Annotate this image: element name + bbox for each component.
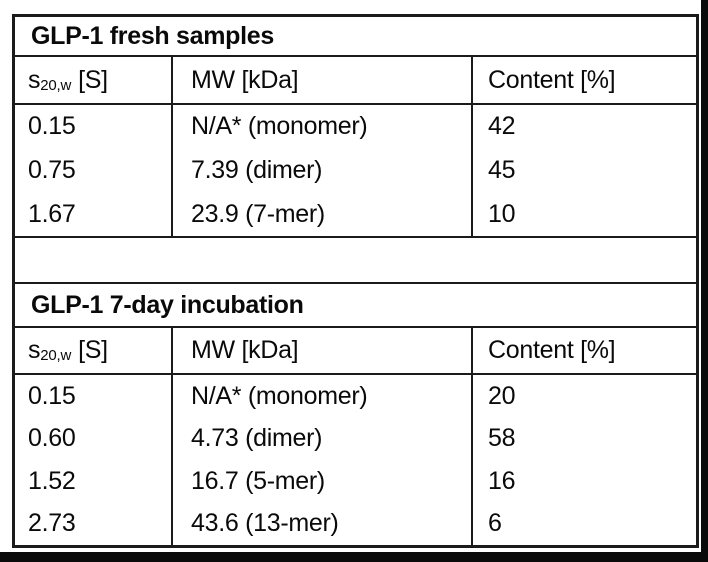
table-cell: 1.52 <box>15 460 173 503</box>
table-2-header-row: s 20,w [S] MW [kDa] Content [%] <box>15 328 696 375</box>
table-cell: 1.67 <box>15 192 173 236</box>
figure-crop-edge-right <box>701 0 708 562</box>
s20w-unit: [S] <box>78 336 108 364</box>
s20w-base: s <box>28 65 41 94</box>
table-cell: 0.15 <box>15 105 173 149</box>
table-cell: 0.15 <box>15 375 173 418</box>
table-spacer-row <box>15 238 696 284</box>
table-cell: 16.7 (5-mer) <box>173 460 473 503</box>
table-cell: 0.75 <box>15 148 173 193</box>
table-cell: 6 <box>488 509 502 538</box>
table-1-data: 0.15 N/A* (monomer) 42 0.75 7.39 (dimer)… <box>15 105 696 238</box>
table-cell: 43.6 (13-mer) <box>173 502 473 545</box>
table-cell: 23.9 (7-mer) <box>173 192 473 236</box>
table-2-title: GLP-1 7-day incubation <box>31 290 304 319</box>
table-cell: 42 <box>488 112 516 141</box>
s20w-unit: [S] <box>78 65 108 94</box>
table-2-data: 0.15 N/A* (monomer) 20 0.60 4.73 (dimer)… <box>15 375 696 545</box>
table-cell: N/A* (monomer) <box>173 105 473 149</box>
table-cell: 0.60 <box>15 417 173 460</box>
figure-crop-edge-bottom <box>0 552 708 562</box>
table-1-title-row: GLP-1 fresh samples <box>15 17 696 57</box>
table-1-header-row: s 20,w [S] MW [kDa] Content [%] <box>15 57 696 105</box>
table-1-header-mw: MW [kDa] <box>173 57 473 103</box>
table-1-header-content: Content [%] <box>488 65 616 94</box>
s20w-subscript: 20,w <box>40 347 72 364</box>
table-cell: 4.73 (dimer) <box>173 417 473 460</box>
table-cell: 45 <box>488 155 516 184</box>
table-cell: 16 <box>488 466 516 495</box>
table-cell: 2.73 <box>15 502 173 545</box>
table-cell: 10 <box>488 199 516 228</box>
table-1-title: GLP-1 fresh samples <box>31 21 275 50</box>
table-2-title-row: GLP-1 7-day incubation <box>15 284 696 328</box>
table-cell: 20 <box>488 381 516 410</box>
table-2-header-content: Content [%] <box>488 336 616 364</box>
table-cell: 58 <box>488 424 516 453</box>
table-cell: 7.39 (dimer) <box>173 148 473 193</box>
table-cell: N/A* (monomer) <box>173 375 473 418</box>
s20w-base: s <box>28 336 41 364</box>
s20w-subscript: 20,w <box>40 76 72 94</box>
glp1-results-table: GLP-1 fresh samples s 20,w [S] MW [kDa] Co… <box>12 14 699 548</box>
table-2-header-s20w: s 20,w [S] <box>15 328 173 373</box>
table-1-header-s20w: s 20,w [S] <box>15 57 173 103</box>
table-2-header-mw: MW [kDa] <box>173 328 473 373</box>
